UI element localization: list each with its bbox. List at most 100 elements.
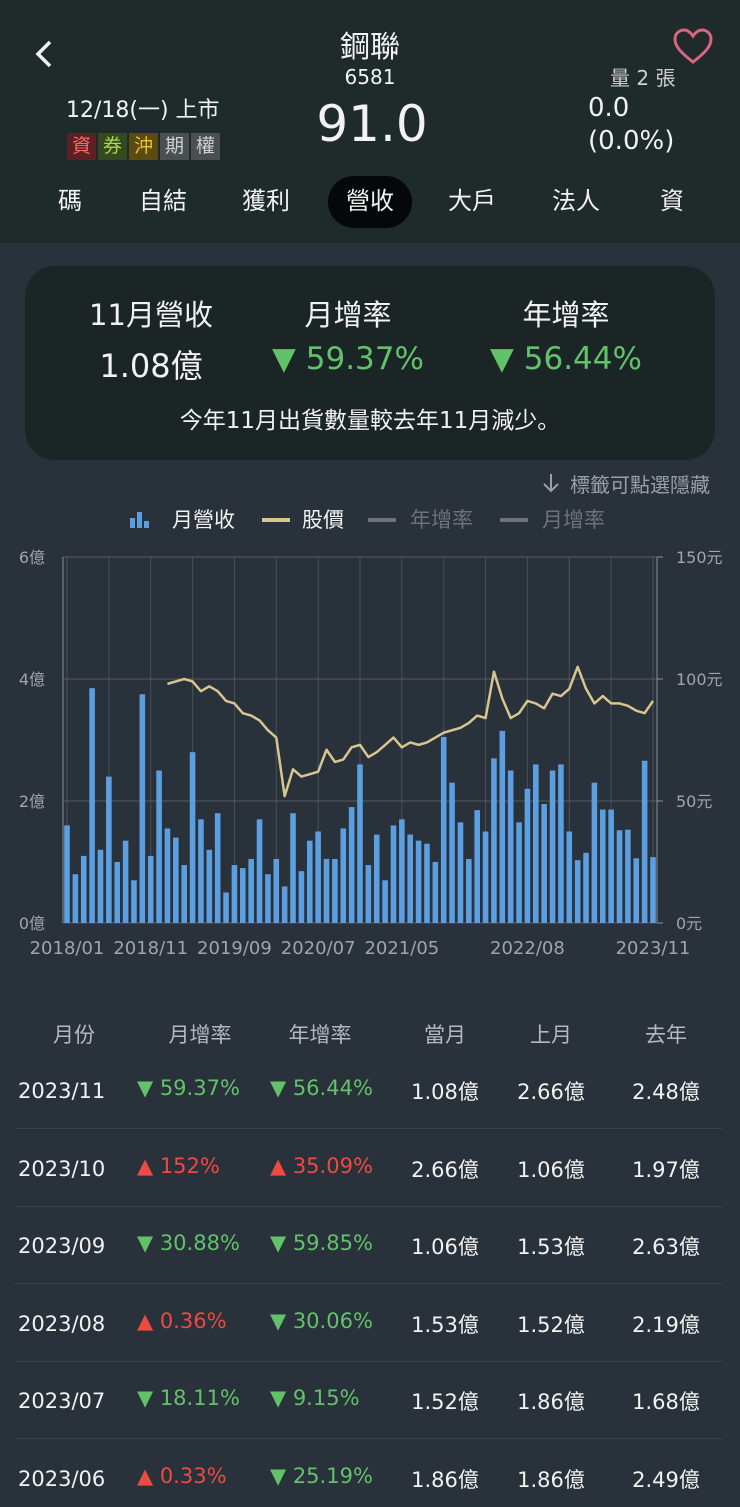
- table-cell: ▼ 59.37%: [137, 1076, 240, 1100]
- header: 鋼聯 6581 12/18(一) 上市 資券沖期權 91.0 量 2 張 0.0…: [0, 0, 740, 243]
- hint-icon: [543, 474, 559, 493]
- bar: [432, 862, 439, 923]
- bar: [332, 858, 338, 923]
- bar: [549, 770, 556, 923]
- bar: [449, 782, 455, 923]
- bar: [482, 831, 489, 923]
- tab[interactable]: 大戶: [448, 187, 496, 215]
- tab[interactable]: 營收: [328, 176, 412, 228]
- table-cell: 2023/08: [18, 1311, 106, 1336]
- favorite-button[interactable]: [672, 28, 714, 66]
- bar: [466, 858, 472, 923]
- bar: [273, 858, 280, 923]
- bar: [340, 828, 347, 923]
- table-cell: 1.53億: [517, 1235, 585, 1259]
- bar: [625, 829, 631, 923]
- table-cell: 2023/06: [18, 1466, 106, 1491]
- table-cell: ▲ 0.33%: [137, 1463, 227, 1488]
- table-cell: 2023/07: [18, 1389, 106, 1413]
- bar: [281, 886, 288, 923]
- legend-label[interactable]: 月增率: [542, 508, 605, 532]
- x-tick-label: 2021/05: [364, 938, 439, 959]
- bar: [214, 813, 221, 923]
- tab[interactable]: 資: [660, 187, 684, 215]
- bar: [298, 871, 305, 923]
- table-header: 月份: [53, 1023, 95, 1047]
- tab[interactable]: 自結: [139, 187, 187, 215]
- table-header: 上月: [530, 1023, 572, 1047]
- bar: [591, 782, 598, 923]
- table-cell: 1.52億: [411, 1390, 479, 1414]
- table-cell: 2.66億: [411, 1157, 479, 1182]
- back-button[interactable]: [30, 38, 58, 70]
- bar: [399, 819, 405, 923]
- bar: [407, 834, 414, 923]
- legend-hint: 標籤可點選隱藏: [570, 473, 710, 497]
- badge: 權: [191, 133, 220, 160]
- badge: 券: [98, 133, 127, 160]
- bar: [440, 736, 447, 923]
- bar: [558, 764, 564, 923]
- bar: [491, 758, 497, 923]
- revenue: 1.08億: [99, 347, 203, 385]
- row-separator: [15, 1283, 722, 1284]
- table-cell: 2023/10: [18, 1156, 106, 1181]
- summary-card: 11月營收 1.08億 月增率 ▼ 59.37% 年增率 ▼ 56.44% 今年…: [25, 266, 715, 460]
- x-tick-label: 2023/11: [616, 938, 691, 959]
- legend-label[interactable]: 股價: [302, 508, 344, 532]
- table-cell: 1.68億: [632, 1390, 700, 1414]
- bar: [64, 825, 70, 923]
- table-cell: 1.86億: [517, 1467, 585, 1492]
- bar: [474, 810, 480, 923]
- price-line: [167, 665, 655, 798]
- bar: [231, 865, 238, 923]
- table-header: 年增率: [288, 1023, 352, 1047]
- bar: [223, 892, 229, 923]
- bar: [248, 858, 254, 923]
- tab[interactable]: 法人: [552, 187, 600, 215]
- bar: [106, 776, 112, 923]
- row-separator: [15, 1438, 722, 1439]
- bar: [265, 874, 271, 923]
- bar: [189, 752, 196, 923]
- stock-code: 6581: [344, 65, 396, 89]
- x-tick-label: 2020/07: [281, 938, 356, 959]
- table-cell: 1.86億: [411, 1467, 479, 1492]
- chart: 0億 2億 4億 6億 0元 50元 100元 150元 2018/01 2018/11 2019/…: [19, 508, 723, 959]
- bar: [574, 860, 581, 923]
- table-cell: 1.08億: [411, 1080, 479, 1104]
- legend-label[interactable]: 年增率: [410, 508, 473, 532]
- bar: [507, 770, 514, 923]
- bar: [164, 828, 171, 923]
- badge: 資: [67, 133, 96, 160]
- legend-icon: [144, 521, 149, 528]
- table-cell: 1.06億: [517, 1157, 585, 1182]
- table-cell: ▼ 25.19%: [270, 1463, 373, 1488]
- listing-date: 12/18(一) 上市: [66, 98, 220, 123]
- bar: [198, 819, 204, 923]
- table-cell: ▼ 59.85%: [270, 1231, 373, 1255]
- table-cell: 2.66億: [517, 1080, 585, 1104]
- bar: [114, 862, 121, 923]
- tab[interactable]: 碼: [58, 187, 82, 215]
- bar: [147, 855, 154, 923]
- bar: [156, 770, 162, 923]
- legend-label[interactable]: 月營收: [172, 508, 235, 532]
- badge: 沖: [129, 133, 158, 160]
- table-cell: ▼ 18.11%: [137, 1386, 240, 1410]
- bar: [206, 849, 213, 923]
- change: 0.0: [588, 93, 630, 123]
- table-cell: ▼ 30.06%: [270, 1308, 373, 1333]
- bar: [616, 830, 623, 923]
- bar: [348, 807, 355, 923]
- yoy-label: 年增率: [522, 298, 610, 332]
- bar: [80, 855, 87, 923]
- bar: [306, 840, 313, 923]
- table-cell: ▼ 9.15%: [270, 1386, 360, 1410]
- revenue-label: 11月營收: [89, 298, 213, 332]
- tab[interactable]: 獲利: [242, 187, 290, 215]
- y2-tick-label: 0元: [676, 914, 702, 933]
- bar: [516, 822, 522, 923]
- table-cell: ▲ 35.09%: [270, 1153, 373, 1178]
